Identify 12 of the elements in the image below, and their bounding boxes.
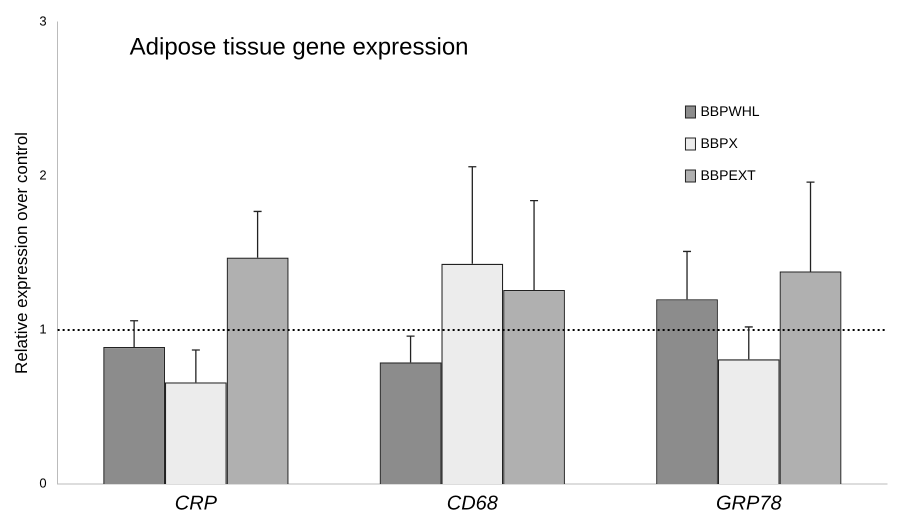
x-tick-label: CRP bbox=[174, 492, 218, 515]
legend-label: BBPEXT bbox=[700, 166, 756, 183]
y-tick-label: 2 bbox=[39, 168, 47, 183]
y-tick-label: 3 bbox=[39, 14, 47, 29]
y-tick-label: 0 bbox=[39, 476, 47, 491]
text: Adipose tissue gene expression bbox=[130, 34, 469, 61]
legend-label: BBPX bbox=[700, 134, 738, 151]
y-axis-title: Relative expression over control bbox=[12, 132, 31, 374]
x-tick-label: CD68 bbox=[446, 492, 498, 515]
x-tick-label: GRP78 bbox=[716, 492, 782, 515]
legend-label: BBPWHL bbox=[700, 102, 760, 119]
y-tick-label: 1 bbox=[39, 322, 47, 337]
